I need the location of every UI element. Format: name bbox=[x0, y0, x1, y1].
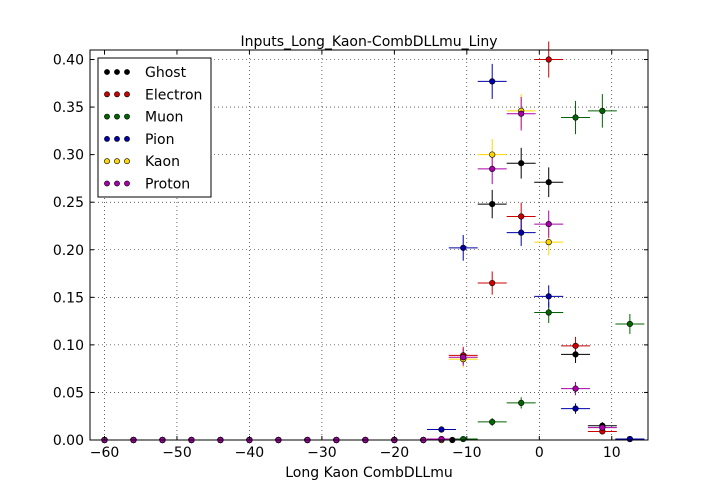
legend-label-kaon: Kaon bbox=[145, 154, 180, 170]
y-tick-label: 0.30 bbox=[53, 148, 84, 164]
kaon-point bbox=[545, 239, 552, 246]
legend-marker-ghost bbox=[104, 69, 110, 75]
legend-marker-ghost bbox=[114, 69, 120, 75]
y-tick-label: 0.00 bbox=[53, 433, 84, 449]
legend-marker-electron bbox=[124, 91, 130, 98]
muon-point bbox=[626, 320, 633, 328]
muon-point bbox=[518, 399, 525, 407]
pion-point bbox=[626, 435, 633, 443]
legend-marker-proton bbox=[104, 180, 110, 187]
proton-point bbox=[438, 435, 445, 443]
legend-marker-muon bbox=[124, 113, 130, 120]
pion-point bbox=[518, 229, 525, 236]
x-tick-label: −30 bbox=[307, 445, 337, 461]
x-tick-label: −40 bbox=[235, 445, 265, 461]
electron-point bbox=[518, 213, 525, 220]
ghost-point bbox=[518, 160, 525, 167]
pion-point bbox=[545, 293, 552, 300]
muon-point bbox=[572, 114, 579, 121]
legend-marker-pion bbox=[124, 135, 130, 142]
legend-label-ghost: Ghost bbox=[145, 65, 187, 81]
legend-marker-muon bbox=[104, 113, 110, 120]
y-tick-label: 0.40 bbox=[53, 53, 84, 69]
pion-point bbox=[572, 405, 579, 412]
ghost-point bbox=[572, 351, 579, 358]
y-tick-label: 0.20 bbox=[53, 243, 84, 259]
axis-ticks: −60 −50 −40 −30 −20 −10 0 10 0.00 0.05 0.10 0.15 0.2… bbox=[53, 50, 648, 461]
proton-point bbox=[489, 165, 496, 173]
y-tick-label: 0.25 bbox=[53, 195, 84, 211]
muon-point bbox=[460, 435, 467, 443]
muon-point bbox=[489, 418, 496, 426]
x-axis-label: Long Kaon CombDLLmu bbox=[285, 465, 453, 481]
y-tick-label: 0.05 bbox=[53, 385, 84, 401]
y-tick-label: 0.15 bbox=[53, 290, 84, 306]
y-tick-label: 0.10 bbox=[53, 338, 84, 354]
legend-label-proton: Proton bbox=[145, 177, 190, 193]
x-tick-label: −20 bbox=[380, 445, 410, 461]
legend-marker-proton bbox=[124, 180, 130, 187]
proton-point bbox=[460, 354, 467, 361]
muon-point bbox=[545, 309, 552, 316]
x-tick-label: −10 bbox=[452, 445, 482, 461]
legend-marker-muon bbox=[114, 113, 120, 120]
plot-frame bbox=[89, 49, 649, 441]
legend-label-pion: Pion bbox=[145, 132, 174, 148]
legend-marker-proton bbox=[114, 180, 120, 187]
electron-point bbox=[545, 56, 552, 63]
proton-point bbox=[599, 424, 606, 431]
proton-point bbox=[545, 220, 552, 228]
kaon-point bbox=[489, 151, 496, 158]
legend-box bbox=[97, 57, 212, 198]
ghost-point bbox=[545, 179, 552, 186]
legend-marker-pion bbox=[104, 135, 110, 142]
y-tick-label: 0.35 bbox=[53, 100, 84, 116]
muon-point bbox=[599, 107, 606, 114]
proton-point bbox=[518, 110, 525, 117]
pion-point bbox=[438, 426, 445, 433]
electron-point bbox=[489, 279, 496, 287]
x-tick-label: −50 bbox=[162, 445, 192, 461]
legend-marker-kaon bbox=[124, 158, 130, 165]
legend-label-electron: Electron bbox=[145, 87, 202, 103]
pion-point bbox=[489, 78, 496, 85]
x-tick-label: 10 bbox=[603, 445, 621, 461]
proton-point bbox=[572, 385, 579, 392]
electron-point bbox=[572, 342, 579, 349]
pion-point bbox=[460, 244, 467, 251]
legend-marker-kaon bbox=[114, 158, 120, 165]
x-tick-label: 0 bbox=[535, 445, 544, 461]
legend-marker-electron bbox=[104, 91, 110, 98]
legend: Ghost Electron Muon Pion Kaon Proton bbox=[97, 57, 212, 198]
legend-marker-electron bbox=[114, 91, 120, 98]
chart-title: Inputs_Long_Kaon-CombDLLmu_Liny bbox=[240, 34, 497, 50]
legend-label-muon: Muon bbox=[145, 110, 183, 126]
x-tick-label: −60 bbox=[90, 445, 120, 461]
legend-marker-pion bbox=[114, 135, 120, 142]
legend-marker-ghost bbox=[124, 69, 130, 75]
ghost-point bbox=[489, 200, 496, 208]
legend-marker-kaon bbox=[104, 158, 110, 165]
